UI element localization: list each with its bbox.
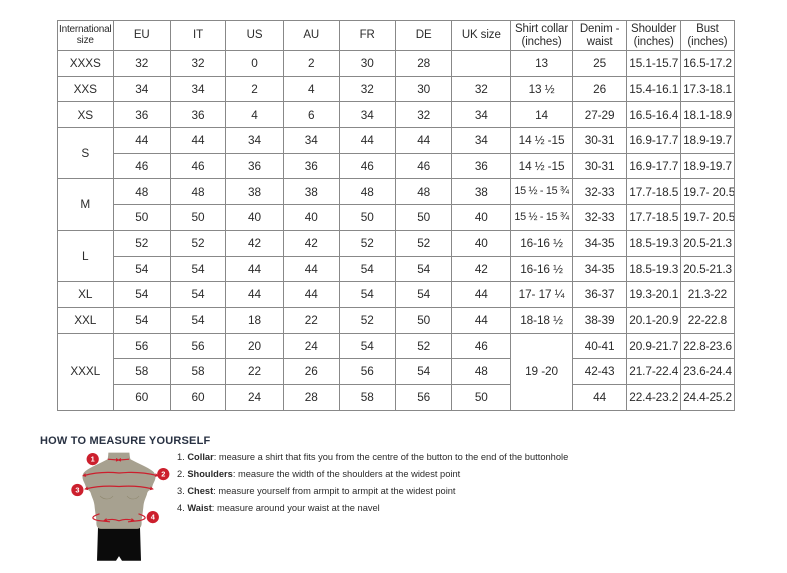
svg-text:3: 3 — [75, 486, 79, 495]
svg-text:2: 2 — [161, 470, 165, 479]
svg-text:1: 1 — [91, 455, 95, 464]
